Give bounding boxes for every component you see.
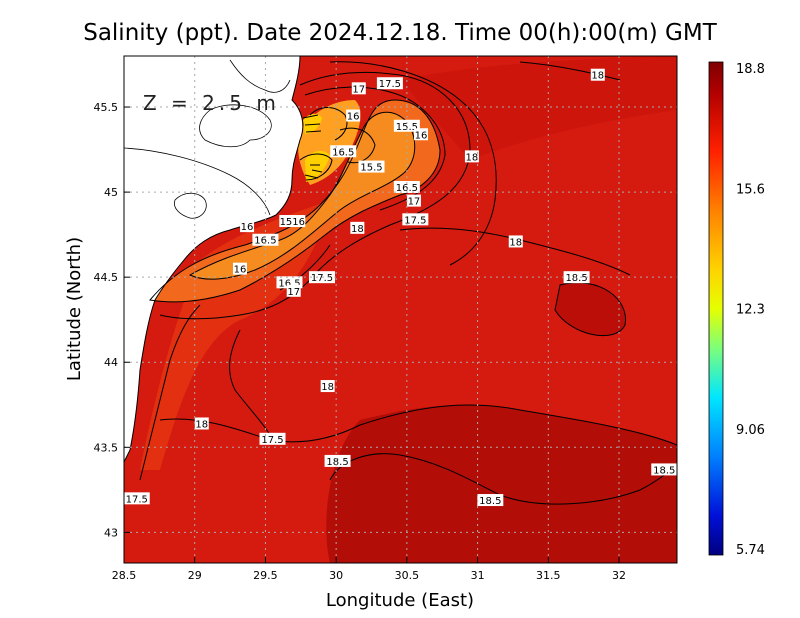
land-mass — [124, 56, 303, 462]
contour-label-box — [350, 221, 365, 234]
contour-label: 18.5 — [479, 496, 501, 507]
river-plume-core — [190, 112, 415, 280]
contour-label-box — [194, 417, 209, 430]
high-salinity-east — [555, 282, 626, 336]
y-tick-label: 43 — [104, 526, 118, 539]
colorbar — [708, 61, 724, 556]
contour-label-box — [279, 215, 306, 228]
colorbar-label: 18.8 — [736, 62, 765, 77]
contour-label: 17.5 — [261, 435, 283, 446]
contour-label-box — [320, 380, 335, 393]
x-tick-label: 30.5 — [395, 569, 420, 582]
contour-label-box — [508, 235, 523, 248]
contour-label: 18 — [466, 152, 479, 163]
contour-label-box — [240, 220, 255, 233]
contour-label: 16.5 — [332, 147, 354, 158]
contour-label: 16 — [347, 112, 360, 123]
contour-label: 16.5 — [278, 278, 300, 289]
contour-label-box — [477, 494, 504, 507]
colorbar-label: 5.74 — [736, 543, 765, 558]
contour-label-box — [376, 77, 403, 90]
x-tick-label: 31 — [471, 569, 485, 582]
x-tick-label: 31.5 — [536, 569, 561, 582]
contour-label-box — [406, 194, 421, 207]
contour-label-box — [346, 109, 361, 122]
contour-label-box — [330, 145, 357, 158]
contour-label-box — [651, 463, 677, 476]
x-tick-label: 30 — [329, 569, 343, 582]
chart-title: Salinity (ppt). Date 2024.12.18. Time 00… — [83, 20, 717, 46]
contour-label: 17 — [352, 84, 365, 95]
contour-label-box — [259, 432, 286, 445]
colorbar-label: 9.06 — [736, 423, 765, 438]
y-tick-label: 45 — [104, 186, 118, 199]
contour-label: 18.5 — [326, 457, 348, 468]
colorbar-label: 12.3 — [736, 303, 765, 318]
contour-label: 18 — [195, 419, 208, 430]
contour-label: 16 — [241, 222, 254, 233]
contour-label-box — [402, 213, 429, 226]
contour-label: 16 — [234, 265, 247, 276]
contour-label-box — [324, 454, 351, 467]
contour-label-box — [286, 284, 301, 297]
contour-label-box — [590, 68, 605, 81]
grid-lines — [124, 56, 677, 563]
x-axis-title: Longitude (East) — [326, 590, 474, 611]
contour-label: 1516 — [280, 217, 305, 228]
depth-label: Z = 2.5 m — [143, 91, 280, 115]
contour-label-box — [252, 233, 279, 246]
contour-label: 18.5 — [565, 273, 587, 284]
contour-label-box — [393, 119, 420, 132]
contour-label-box — [232, 262, 247, 275]
x-tick-label: 28.5 — [112, 569, 137, 582]
x-tick-label: 32 — [612, 569, 626, 582]
y-tick-label: 44.5 — [94, 271, 119, 284]
x-axis-ticks: 28.5 29 29.5 30 30.5 31 31.5 32 — [112, 557, 626, 582]
contour-label: 17.5 — [311, 273, 333, 284]
contour-label: 17 — [408, 197, 421, 208]
y-axis-title: Latitude (North) — [64, 237, 85, 381]
high-salinity-south — [326, 404, 677, 563]
contour-label: 16 — [415, 130, 428, 141]
y-tick-label: 44 — [104, 356, 118, 369]
contour-label-box — [358, 160, 385, 173]
contour-label: 17 — [287, 287, 300, 298]
contour-label: 18.5 — [653, 465, 675, 476]
contour-label-box — [464, 150, 479, 163]
contour-label-box — [563, 271, 590, 284]
x-tick-label: 29 — [188, 569, 202, 582]
y-axis-ticks: 45.5 45 44.5 44 43.5 43 — [94, 101, 130, 539]
contour-label: 16.5 — [254, 236, 276, 247]
y-tick-label: 43.5 — [94, 441, 119, 454]
contour-label: 15.5 — [360, 163, 382, 174]
colorbar-ticks: 18.8 15.6 12.3 9.06 5.74 — [736, 62, 765, 558]
plot-frame — [123, 55, 678, 564]
contour-label: 18 — [509, 237, 522, 248]
contour-label: 17.5 — [379, 79, 401, 90]
contour-label: 18 — [351, 224, 364, 235]
y-tick-label: 45.5 — [94, 101, 119, 114]
contour-label-box — [393, 181, 420, 194]
colorbar-label: 15.6 — [736, 182, 765, 197]
contour-label: 18 — [591, 71, 604, 82]
contour-label: 17.5 — [126, 494, 148, 505]
contour-label-box — [414, 128, 429, 141]
contour-label-box — [351, 82, 366, 95]
contour-label: 18 — [321, 382, 334, 393]
x-tick-label: 29.5 — [253, 569, 278, 582]
contour-label: 15.5 — [396, 122, 418, 133]
contour-label: 17.5 — [404, 215, 426, 226]
contour-label-box — [124, 492, 150, 505]
